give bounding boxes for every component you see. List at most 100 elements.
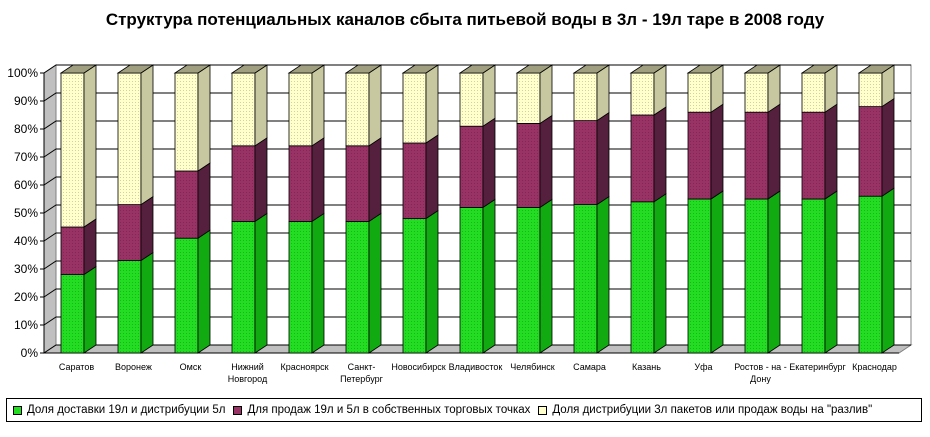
bar-texture (745, 199, 768, 353)
bar-texture (517, 207, 540, 353)
x-tick-label: Ростов - на - (734, 362, 786, 372)
bar-side (140, 251, 154, 354)
bar-side (824, 190, 838, 354)
bar-texture (175, 73, 198, 171)
bar-side (653, 64, 667, 116)
bar-texture (859, 196, 882, 353)
bar-side (254, 212, 268, 354)
bar-texture (688, 199, 711, 353)
y-tick-label: 80% (14, 122, 38, 136)
y-tick-label: 20% (14, 290, 38, 304)
bar-texture (232, 145, 255, 222)
bar-side (197, 162, 211, 239)
bar-side (653, 193, 667, 354)
bar-side (596, 195, 610, 354)
gridline (43, 316, 911, 326)
bar-texture (175, 238, 198, 353)
legend-item: Для продаж 19л и 5л в собственных торгов… (233, 404, 530, 416)
bar-texture (118, 260, 141, 353)
bar-side (425, 209, 439, 354)
bar-texture (232, 221, 255, 353)
bar-side (482, 198, 496, 354)
bar-texture (802, 112, 825, 199)
bar-top (686, 64, 725, 74)
bar-side (254, 137, 268, 223)
x-tick-label: Екатеринбург (789, 362, 846, 372)
bar-top (743, 64, 782, 74)
y-tick-label: 10% (14, 318, 38, 332)
gridline (43, 344, 911, 354)
bar-texture (232, 73, 255, 146)
bar-side (881, 187, 895, 354)
bar-texture (631, 201, 654, 353)
bar-texture (61, 73, 84, 227)
gridline (43, 204, 911, 214)
bar-side (368, 137, 382, 223)
x-tick-label: Красноярск (280, 362, 328, 372)
x-tick-label: Новгород (228, 374, 268, 384)
bar-texture (118, 73, 141, 205)
gridline (43, 288, 911, 298)
bar-texture (859, 106, 882, 197)
bar-texture (403, 143, 426, 219)
bar-texture (802, 199, 825, 353)
bar-texture (118, 204, 141, 261)
gridline (43, 232, 911, 242)
bar-texture (517, 123, 540, 208)
bar-texture (802, 73, 825, 113)
bar-texture (745, 112, 768, 199)
bar-texture (346, 221, 369, 353)
bar-top (800, 64, 839, 74)
legend-swatch (538, 405, 548, 415)
bar-texture (403, 218, 426, 353)
legend-label: Доля дистрибуции 3л пакетов или продаж в… (552, 404, 873, 416)
x-tick-label: Челябинск (510, 362, 554, 372)
bar-texture (175, 171, 198, 239)
bar-texture (346, 73, 369, 146)
y-tick-label: 50% (14, 206, 38, 220)
legend-item: Доля доставки 19л и дистрибуции 5л (13, 404, 225, 416)
y-tick-label: 70% (14, 150, 38, 164)
bar-top (572, 64, 611, 74)
bar-side (140, 195, 154, 262)
gridline (43, 64, 911, 74)
bar-top (287, 64, 326, 74)
x-tick-label: Самара (573, 362, 606, 372)
bar-texture (460, 207, 483, 353)
bar-top (401, 64, 440, 74)
bar-texture (574, 73, 597, 121)
x-tick-label: Казань (632, 362, 661, 372)
x-tick-label: Петербург (340, 374, 384, 384)
bar-texture (859, 73, 882, 107)
bar-texture (61, 274, 84, 353)
bar-texture (574, 120, 597, 205)
x-tick-label: Нижний (231, 362, 264, 372)
gridline (43, 120, 911, 130)
bar-side (311, 64, 325, 147)
bar-texture (688, 73, 711, 113)
bar-side (539, 114, 553, 209)
bar-side (197, 64, 211, 172)
bar-texture (289, 145, 312, 222)
bar-texture (403, 73, 426, 143)
bar-side (539, 64, 553, 125)
x-tick-label: Саратов (59, 362, 94, 372)
chart-legend: Доля доставки 19л и дистрибуции 5л Для пр… (6, 398, 922, 422)
bar-side (368, 64, 382, 147)
bar-top (173, 64, 212, 74)
bar-side (482, 117, 496, 209)
bar-side (254, 64, 268, 147)
bar-top (515, 64, 554, 74)
bar-side (83, 265, 97, 354)
bar-top (230, 64, 269, 74)
x-tick-label: Уфа (694, 362, 712, 372)
gridline (43, 92, 911, 102)
bar-texture (517, 73, 540, 124)
bar-texture (631, 73, 654, 115)
x-tick-label: Омск (180, 362, 202, 372)
legend-swatch (233, 405, 243, 415)
bar-texture (289, 73, 312, 146)
x-tick-label: Воронеж (115, 362, 152, 372)
bar-texture (631, 115, 654, 202)
